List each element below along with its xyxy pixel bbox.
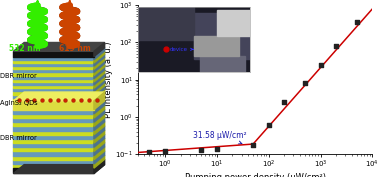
Polygon shape <box>94 51 105 63</box>
Polygon shape <box>94 143 105 156</box>
Polygon shape <box>14 42 105 51</box>
Bar <box>14 147 94 152</box>
Polygon shape <box>94 82 105 95</box>
Polygon shape <box>94 73 105 85</box>
Bar <box>14 72 94 76</box>
Text: 31.58 μW/cm²: 31.58 μW/cm² <box>193 131 247 144</box>
Polygon shape <box>94 126 105 139</box>
Bar <box>14 95 94 98</box>
Text: 532 nm: 532 nm <box>9 44 41 53</box>
Bar <box>14 57 94 60</box>
Bar <box>14 51 94 57</box>
Text: DBR mirror: DBR mirror <box>0 73 37 79</box>
Polygon shape <box>94 155 105 168</box>
Polygon shape <box>94 92 105 110</box>
Point <box>354 21 360 24</box>
Bar <box>14 91 94 95</box>
Point <box>266 124 272 127</box>
Bar <box>14 131 94 135</box>
Bar <box>14 156 94 160</box>
Polygon shape <box>94 109 105 122</box>
Polygon shape <box>94 101 105 114</box>
Bar <box>14 60 94 63</box>
Point <box>318 63 324 66</box>
Polygon shape <box>94 130 105 143</box>
Polygon shape <box>94 122 105 135</box>
Polygon shape <box>94 54 105 66</box>
Bar <box>14 63 94 66</box>
Polygon shape <box>14 165 105 173</box>
Polygon shape <box>94 147 105 160</box>
Text: DBR mirror: DBR mirror <box>0 135 37 141</box>
Bar <box>14 85 94 88</box>
Bar <box>14 82 94 85</box>
Polygon shape <box>94 70 105 82</box>
Polygon shape <box>94 159 105 173</box>
Polygon shape <box>94 60 105 72</box>
Bar <box>14 88 94 91</box>
Polygon shape <box>94 42 105 57</box>
Bar <box>14 126 94 131</box>
Bar <box>14 160 94 164</box>
Polygon shape <box>94 118 105 131</box>
Polygon shape <box>14 101 105 110</box>
Polygon shape <box>94 134 105 147</box>
Polygon shape <box>94 86 105 98</box>
Polygon shape <box>14 48 105 57</box>
Y-axis label: PL intensity (a. u.): PL intensity (a. u.) <box>104 41 113 118</box>
Point <box>162 150 168 153</box>
Bar <box>14 143 94 147</box>
Polygon shape <box>94 105 105 118</box>
Bar <box>14 152 94 156</box>
Polygon shape <box>94 57 105 69</box>
Polygon shape <box>94 89 105 101</box>
Bar <box>14 139 94 143</box>
Bar <box>14 98 94 101</box>
Polygon shape <box>14 92 105 101</box>
Polygon shape <box>94 138 105 152</box>
Polygon shape <box>94 76 105 88</box>
Point <box>198 149 204 152</box>
Polygon shape <box>94 113 105 126</box>
Point <box>250 144 256 146</box>
Bar <box>14 114 94 118</box>
Bar <box>14 118 94 122</box>
Polygon shape <box>94 67 105 79</box>
Polygon shape <box>94 48 105 60</box>
Polygon shape <box>94 79 105 91</box>
Bar <box>14 76 94 79</box>
X-axis label: Pumping power density (μW/cm²): Pumping power density (μW/cm²) <box>184 173 326 177</box>
Text: AgInS₂ QDs: AgInS₂ QDs <box>0 100 38 106</box>
Bar <box>14 110 94 114</box>
Point <box>302 82 308 85</box>
Point <box>214 148 220 151</box>
Bar <box>14 122 94 126</box>
Polygon shape <box>94 151 105 164</box>
Bar <box>14 168 94 173</box>
Point <box>146 150 152 153</box>
Text: 619 nm: 619 nm <box>59 44 91 53</box>
Bar <box>14 164 94 168</box>
Point <box>333 45 339 47</box>
Bar <box>14 79 94 82</box>
Point <box>281 101 287 103</box>
Polygon shape <box>94 64 105 76</box>
Bar <box>14 66 94 69</box>
Bar <box>14 135 94 139</box>
Bar <box>14 69 94 72</box>
Bar <box>14 101 94 110</box>
